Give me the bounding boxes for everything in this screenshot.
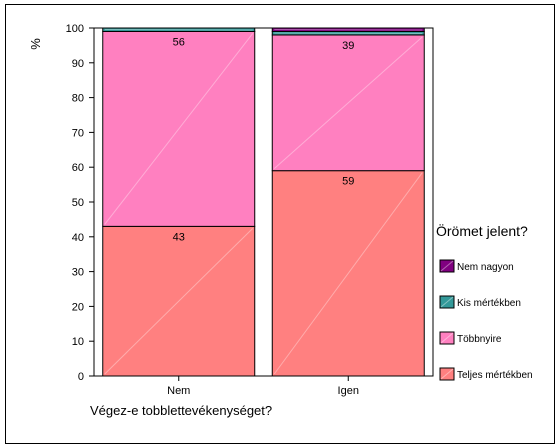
bar-highlight (104, 33, 254, 225)
legend-swatch (439, 367, 455, 381)
legend-swatch-highlight (440, 332, 454, 344)
bar-segment (271, 34, 425, 172)
legend-swatch-highlight (440, 368, 454, 380)
y-tick-label: 80 (72, 93, 84, 105)
bar-segment (102, 225, 256, 377)
x-tick-label: Igen (338, 385, 359, 397)
legend-label: Teljes mértékben (457, 370, 533, 381)
bar-highlight (104, 28, 253, 31)
bar-segment (102, 27, 256, 32)
bar-segment (271, 170, 425, 377)
y-tick-label: 60 (72, 162, 84, 174)
legend-swatch (439, 259, 455, 273)
legend-label: Többnyire (457, 334, 502, 345)
y-tick-label: 50 (72, 197, 84, 209)
y-tick-label: 70 (72, 127, 84, 139)
y-tick-label: 30 (72, 267, 84, 279)
legend-label: Kis mértékben (457, 298, 521, 309)
y-tick-label: 0 (78, 371, 84, 383)
y-tick-label: 20 (72, 301, 84, 313)
data-label: 59 (342, 176, 354, 188)
data-label: 56 (173, 36, 185, 48)
legend-swatch (439, 295, 455, 309)
data-label: 39 (342, 40, 354, 52)
legend-swatch-highlight (440, 260, 454, 272)
bar-highlight (274, 28, 423, 31)
bar-highlight (274, 32, 423, 34)
data-label: 43 (173, 231, 185, 243)
y-axis-label: % (28, 38, 43, 50)
x-tick-label: Nem (167, 385, 190, 397)
legend-label: Nem nagyon (457, 262, 514, 273)
y-tick-label: 90 (72, 58, 84, 70)
legend-swatch-highlight (440, 296, 454, 308)
bar-segment (102, 30, 256, 227)
x-axis-title: Végez-e tobblettevékenységet? (90, 403, 272, 418)
bar-segment (271, 27, 425, 32)
bar-highlight (104, 228, 254, 375)
legend-title: Örömet jelent? (436, 222, 528, 239)
bar-highlight (273, 36, 423, 170)
y-tick-label: 100 (66, 23, 84, 35)
bar-highlight (273, 172, 423, 375)
y-tick-label: 40 (72, 232, 84, 244)
y-tick-label: 10 (72, 336, 84, 348)
legend-swatch (439, 331, 455, 345)
